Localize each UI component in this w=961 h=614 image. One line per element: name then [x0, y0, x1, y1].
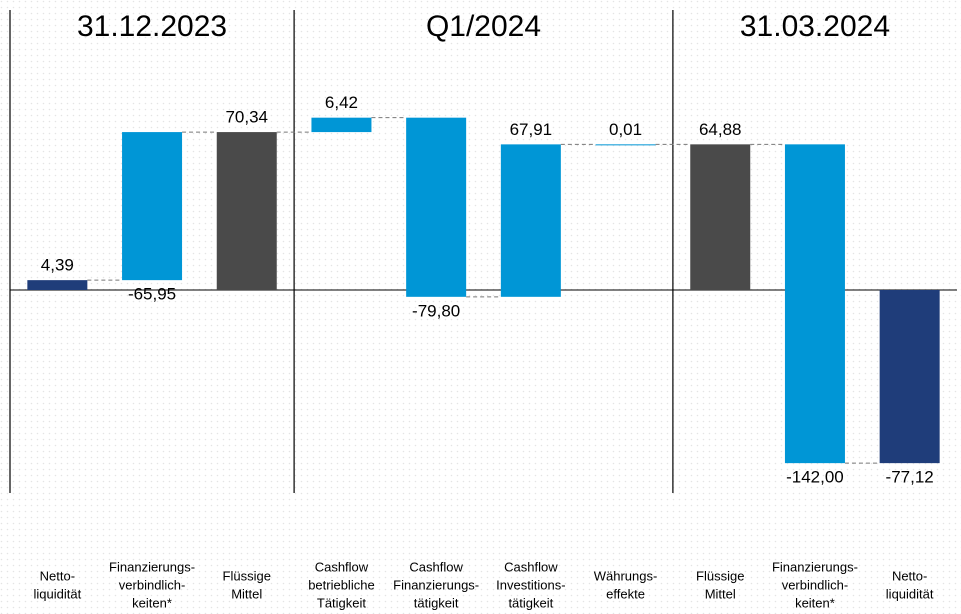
- x-tick-label: tätigkeit: [414, 595, 459, 610]
- value-label: -142,00: [786, 468, 844, 487]
- bar: [311, 117, 372, 133]
- value-label: 64,88: [699, 120, 742, 139]
- bar: [27, 280, 88, 290]
- bar: [122, 132, 183, 281]
- bar: [216, 132, 277, 290]
- section-title: 31.03.2024: [740, 10, 890, 43]
- value-label: -65,95: [128, 285, 176, 304]
- x-tick-label: liquidität: [886, 586, 934, 601]
- x-tick-label: liquidität: [33, 586, 81, 601]
- value-label: -77,12: [886, 468, 934, 487]
- section-title: Q1/2024: [426, 10, 541, 43]
- bar: [406, 117, 467, 297]
- bar: [690, 144, 751, 290]
- x-tick-label: verbindlich-: [782, 577, 848, 592]
- value-label: 70,34: [225, 108, 268, 127]
- value-label: 6,42: [325, 93, 358, 112]
- x-tick-label: effekte: [606, 586, 645, 601]
- bar: [595, 144, 656, 146]
- x-tick-label: Cashflow: [504, 559, 558, 574]
- section-title: 31.12.2023: [77, 10, 227, 43]
- x-tick-label: Währungs-: [594, 568, 658, 583]
- bar: [784, 144, 845, 464]
- x-tick-label: Mittel: [231, 586, 262, 601]
- x-tick-label: Netto-: [892, 568, 927, 583]
- x-tick-label: tätigkeit: [508, 595, 553, 610]
- x-tick-label: Flüssige: [223, 568, 271, 583]
- x-tick-label: Finanzierungs-: [393, 577, 479, 592]
- x-tick-label: Netto-: [40, 568, 75, 583]
- bar: [500, 144, 561, 297]
- x-tick-label: keiten*: [795, 595, 835, 610]
- value-label: 67,91: [510, 120, 553, 139]
- x-tick-label: Cashflow: [315, 559, 369, 574]
- x-tick-label: Finanzierungs-: [772, 559, 858, 574]
- x-tick-label: Cashflow: [409, 559, 463, 574]
- bar: [879, 290, 940, 464]
- x-tick-label: Investitions-: [496, 577, 565, 592]
- x-tick-label: Finanzierungs-: [109, 559, 195, 574]
- x-tick-label: Mittel: [705, 586, 736, 601]
- x-tick-label: verbindlich-: [119, 577, 185, 592]
- value-label: 4,39: [41, 256, 74, 275]
- x-tick-label: keiten*: [132, 595, 172, 610]
- value-label: 0,01: [609, 120, 642, 139]
- x-tick-label: betriebliche: [308, 577, 375, 592]
- x-tick-label: Tätigkeit: [317, 595, 367, 610]
- value-label: -79,80: [412, 301, 460, 320]
- x-tick-label: Flüssige: [696, 568, 744, 583]
